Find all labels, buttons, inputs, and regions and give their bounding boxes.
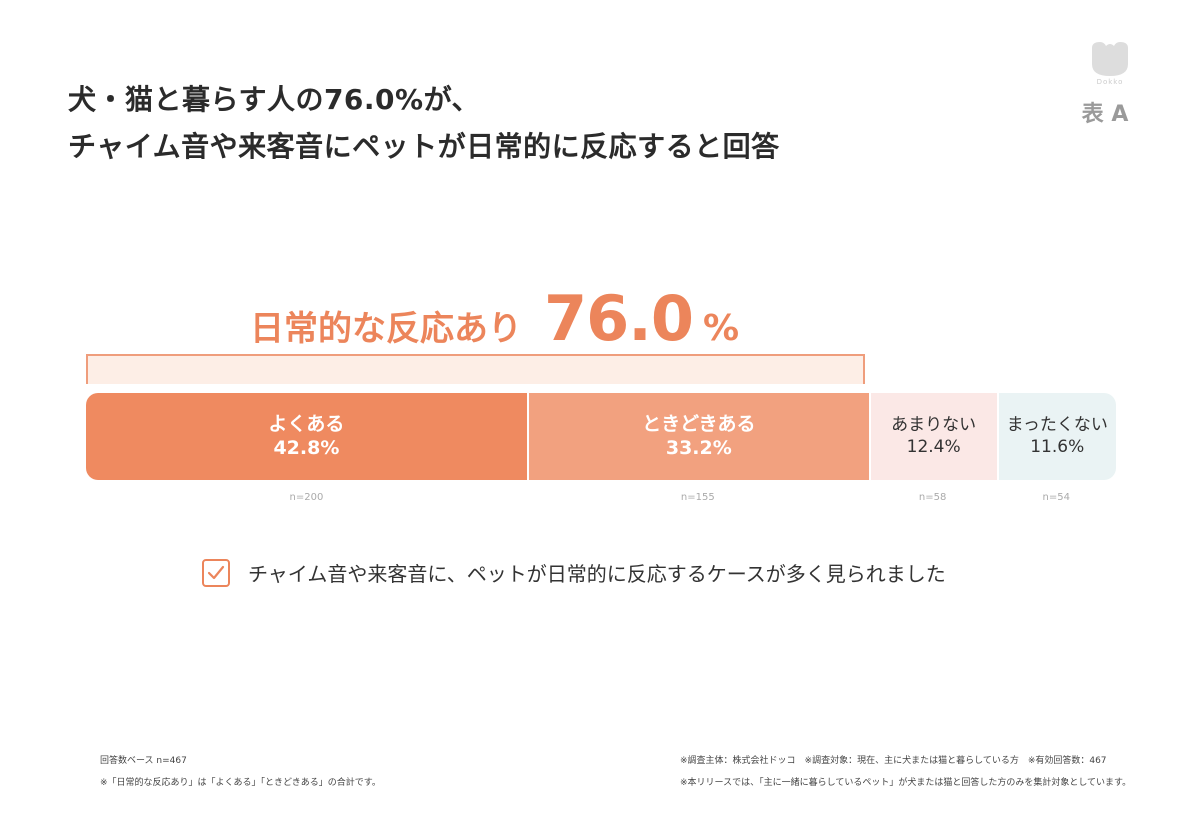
logo-text: Dokko xyxy=(1096,78,1124,86)
segment-count: n=58 xyxy=(918,492,947,503)
note-row: チャイム音や来客音に、ペットが日常的に反応するケースが多く見られました xyxy=(202,558,946,587)
segment-label: ときどきある xyxy=(642,412,756,435)
count-labels: n=200 n=155 n=58 n=54 xyxy=(86,492,1116,508)
segment-label: まったくない xyxy=(1006,415,1108,436)
bar-segment: まったくない 11.6% xyxy=(996,393,1116,480)
highlight-label: 日常的な反応あり xyxy=(250,309,522,349)
segment-value: 12.4% xyxy=(906,436,961,457)
segment-value: 11.6% xyxy=(1030,436,1085,457)
segment-count: n=54 xyxy=(1042,492,1070,503)
segment-count: n=155 xyxy=(680,492,715,503)
highlight-value: 76.0 xyxy=(544,282,694,355)
bracket-daily-reaction xyxy=(86,354,865,384)
logo-icon xyxy=(1092,42,1128,76)
segment-count: n=200 xyxy=(289,492,324,503)
note-text: チャイム音や来客音に、ペットが日常的に反応するケースが多く見られました xyxy=(248,562,946,586)
bar-segment: よくある 42.8% xyxy=(86,393,527,480)
stacked-bar: よくある 42.8% ときどきある 33.2% あまりない 12.4% まったくない 11.6… xyxy=(86,393,1116,480)
bar-segment: ときどきある 33.2% xyxy=(526,393,869,480)
segment-label: よくある xyxy=(268,412,345,435)
footer-base: 回答数ベース n=467 xyxy=(100,756,187,766)
segment-value: 42.8% xyxy=(273,436,340,459)
footer-right: ※調査主体：株式会社ドッコ ※調査対象：現在、主に犬または猫と暮らしている方 ※… xyxy=(680,750,1131,794)
highlight-summary: 日常的な反応あり 76.0 % xyxy=(250,282,739,355)
footer-scope: ※本リリースでは、「主に一緒に暮らしているペット」が犬または猫と回答した方のみを… xyxy=(680,778,1132,788)
highlight-unit: % xyxy=(702,308,740,349)
footer-definition: ※「日常的な反応あり」は「よくある」「ときどきある」の合計です。 xyxy=(100,778,381,788)
title-line-1: 犬・猫と暮らす人の76.0%が、 xyxy=(68,83,481,116)
segment-value: 33.2% xyxy=(665,436,732,459)
footer-left: 回答数ベース n=467 ※「日常的な反応あり」は「よくある」「ときどきある」の… xyxy=(100,750,381,794)
table-label: 表 A xyxy=(1081,102,1129,127)
segment-label: あまりない xyxy=(891,415,977,436)
footer-survey-info: ※調査主体：株式会社ドッコ ※調査対象：現在、主に犬または猫と暮らしている方 ※… xyxy=(680,756,1107,766)
title-line-2: チャイム音や来客音にペットが日常的に反応すると回答 xyxy=(68,130,780,163)
bar-segment: あまりない 12.4% xyxy=(868,393,997,480)
page-title: 犬・猫と暮らす人の76.0%が、 チャイム音や来客音にペットが日常的に反応すると… xyxy=(68,76,780,170)
check-icon xyxy=(202,558,230,587)
